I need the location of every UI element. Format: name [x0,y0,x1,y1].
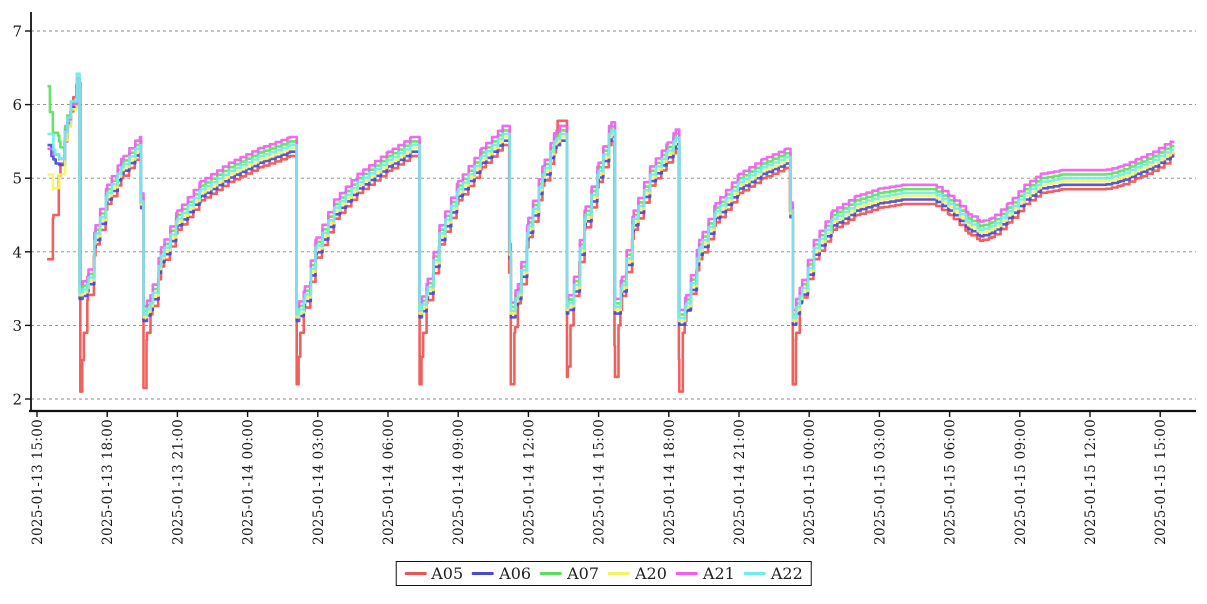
x-tick-label: 2025-01-15 15:00 [1153,419,1169,545]
series-line-a20 [47,79,1175,323]
legend-item-a07: A07 [540,564,599,583]
legend-label-a21: A21 [702,564,735,583]
legend-swatch-a07 [540,572,563,575]
x-tick-label: 2025-01-15 12:00 [1083,419,1099,545]
series-line-a21 [47,77,1175,312]
legend-label-a20: A20 [635,564,667,583]
y-tick-label: 2 [12,391,22,409]
legend-item-a22: A22 [743,564,803,583]
x-tick-label: 2025-01-14 18:00 [662,419,678,545]
x-tick-label: 2025-01-14 09:00 [451,419,467,545]
y-tick-label: 3 [12,317,22,335]
x-tick-label: 2025-01-15 09:00 [1013,419,1029,545]
legend-swatch-a05 [404,572,427,575]
x-tick-label: 2025-01-15 00:00 [802,419,818,545]
x-tick-label: 2025-01-14 00:00 [241,419,257,545]
series-line-a07 [47,76,1175,316]
legend-label-a07: A07 [567,564,599,583]
legend-item-a05: A05 [404,564,463,583]
y-tick-label: 6 [12,96,22,114]
series-line-a06 [47,79,1175,326]
legend-item-a20: A20 [608,564,667,583]
x-tick-label: 2025-01-13 18:00 [100,419,116,545]
series-line-a22 [47,72,1175,320]
legend-swatch-a06 [472,572,495,575]
y-tick-label: 5 [12,170,22,188]
x-tick-label: 2025-01-14 21:00 [732,419,748,545]
legend: A05 A06 A07 A20 A21 A22 [395,561,812,586]
x-tick-label: 2025-01-13 21:00 [170,419,186,545]
x-tick-label: 2025-01-14 06:00 [381,419,397,545]
legend-label-a06: A06 [499,564,532,583]
legend-item-a06: A06 [472,564,531,583]
x-tick-label: 2025-01-14 03:00 [311,419,327,545]
legend-swatch-a20 [608,572,630,575]
x-tick-label: 2025-01-15 03:00 [872,419,888,545]
x-tick-label: 2025-01-14 12:00 [521,419,537,545]
legend-swatch-a21 [675,572,698,575]
x-tick-label: 2025-01-15 06:00 [943,419,959,545]
legend-label-a22: A22 [770,564,803,583]
y-tick-label: 4 [12,243,22,261]
legend-label-a05: A05 [431,564,464,583]
series-line-a05 [47,81,1175,393]
legend-item-a21: A21 [675,564,735,583]
x-tick-label: 2025-01-14 15:00 [592,419,608,545]
y-tick-label: 7 [12,23,22,41]
legend-swatch-a22 [743,572,766,575]
x-tick-label: 2025-01-13 15:00 [30,419,46,545]
